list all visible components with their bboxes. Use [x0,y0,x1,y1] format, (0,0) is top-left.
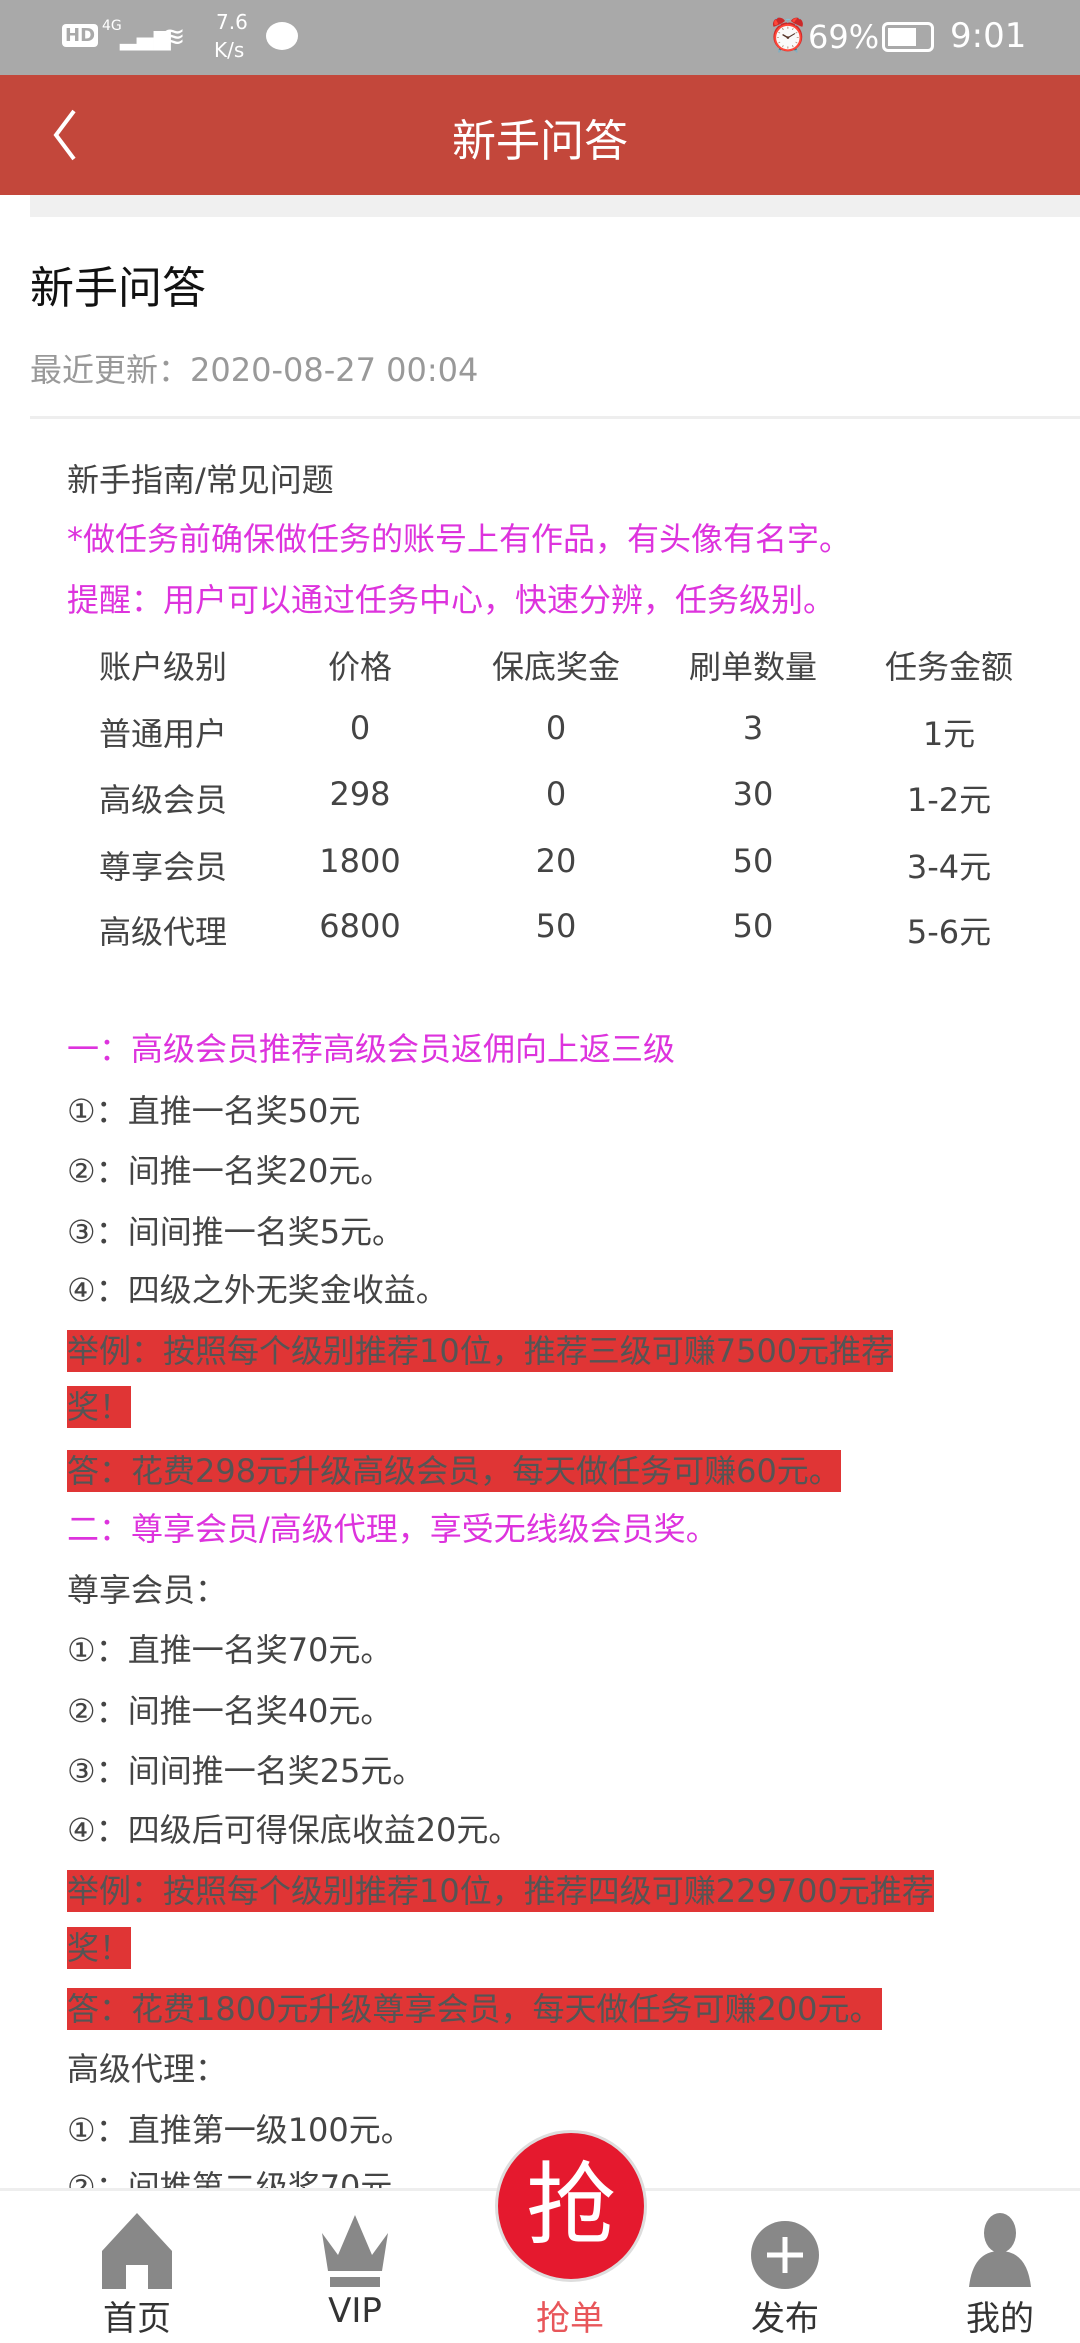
app-header: 新手问答 [0,75,1080,195]
table-cell: 6800 [319,907,401,945]
list-item: ③：间间推一名奖5元。 [67,1213,405,1251]
nav-label: 首页 [103,2299,171,2339]
note-text: *做任务前确保做任务的账号上有作品，有头像有名字。 [67,520,852,558]
list-item: ④：四级之外无奖金收益。 [67,1271,448,1309]
table-cell: 1元 [922,715,976,753]
table-header: 刷单数量 [688,648,817,686]
table-cell: 高级代理 [98,913,227,951]
plus-circle-icon [751,2221,819,2289]
message-icon [266,22,298,50]
nav-vip[interactable]: VIP [280,2191,430,2343]
grab-order-button[interactable]: 抢 [495,2130,647,2282]
list-item: ②：间推一名奖20元。 [67,1152,393,1190]
article-title: 新手问答 [30,263,206,314]
agent-label: 高级代理： [67,2050,228,2088]
table-cell: 普通用户 [98,715,227,753]
table-header: 保底奖金 [491,648,620,686]
battery-icon [882,22,934,52]
table-cell: 1-2元 [906,781,992,819]
crown-icon [322,2215,388,2287]
updated-time: 最近更新：2020-08-27 00:04 [30,351,479,389]
nav-mine[interactable]: 我的 [925,2191,1075,2343]
table-cell: 20 [535,842,577,880]
example-highlight: 举例：按照每个级别推荐10位，推荐四级可赚229700元推荐 [67,1870,934,1912]
list-item: ④：四级后可得保底收益20元。 [67,1811,521,1849]
table-cell: 50 [732,907,774,945]
table-header: 账户级别 [98,648,227,686]
table-cell: 298 [329,775,391,813]
table-cell: 50 [732,842,774,880]
user-icon [969,2213,1031,2287]
answer-highlight: 答：花费1800元升级尊享会员，每天做任务可赚200元。 [67,1988,882,2030]
nav-label: VIP [328,2291,382,2331]
example-highlight: 奖！ [67,1386,132,1428]
list-item: ①：直推第一级100元。 [67,2111,413,2149]
home-icon [102,2213,172,2289]
table-cell: 3 [742,709,764,747]
table-cell: 50 [535,907,577,945]
list-item: ①：直推一名奖50元 [67,1092,361,1130]
status-bar: HD 4G ▂▄▆ ≋ 7.6 K/s ⏰ 69% 9:01 [0,0,1080,75]
table-header: 任务金额 [884,648,1013,686]
header-title: 新手问答 [452,116,628,167]
wifi-icon: ≋ [162,20,186,53]
hd-icon: HD [62,24,99,47]
reminder-text: 提醒：用户可以通过任务中心，快速分辨，任务级别。 [67,581,836,619]
table-header: 价格 [327,648,392,686]
table-cell: 0 [545,709,567,747]
intro-text: 新手指南/常见问题 [67,461,334,499]
divider [30,195,1080,217]
table-cell: 高级会员 [98,781,227,819]
list-item: ③：间间推一名奖25元。 [67,1752,425,1790]
example-highlight: 举例：按照每个级别推荐10位，推荐三级可赚7500元推荐 [67,1330,894,1372]
net-speed-value: 7.6 [216,10,248,34]
list-item: ①：直推一名奖70元。 [67,1631,393,1669]
nav-label: 发布 [751,2299,819,2339]
nav-publish[interactable]: 发布 [710,2191,860,2343]
table-cell: 0 [349,709,371,747]
signal-icon: 4G [102,18,122,34]
divider [30,416,1080,419]
vip-label: 尊享会员： [67,1571,228,1609]
table-cell: 30 [732,775,774,813]
nav-label: 我的 [966,2299,1034,2339]
list-item: ②：间推一名奖40元。 [67,1692,393,1730]
clock: 9:01 [950,16,1027,56]
table-cell: 3-4元 [906,848,992,886]
alarm-icon: ⏰ [768,16,808,54]
nav-label: 抢单 [536,2299,604,2339]
net-speed-unit: K/s [214,38,245,62]
back-icon[interactable] [42,105,102,165]
table-cell: 0 [545,775,567,813]
example-highlight: 奖！ [67,1927,132,1969]
nav-home[interactable]: 首页 [62,2191,212,2343]
section-two-title: 二：尊享会员/高级代理，享受无线级会员奖。 [67,1510,718,1548]
section-one-title: 一：高级会员推荐高级会员返佣向上返三级 [67,1030,676,1068]
table-cell: 尊享会员 [98,848,227,886]
answer-highlight: 答：花费298元升级高级会员，每天做任务可赚60元。 [67,1450,841,1492]
signal-bars-icon: ▂▄▆ [120,26,171,51]
nav-grab[interactable]: 抢单 [495,2191,645,2343]
table-cell: 5-6元 [906,913,992,951]
battery-percent: 69% [808,18,880,56]
table-cell: 1800 [319,842,401,880]
